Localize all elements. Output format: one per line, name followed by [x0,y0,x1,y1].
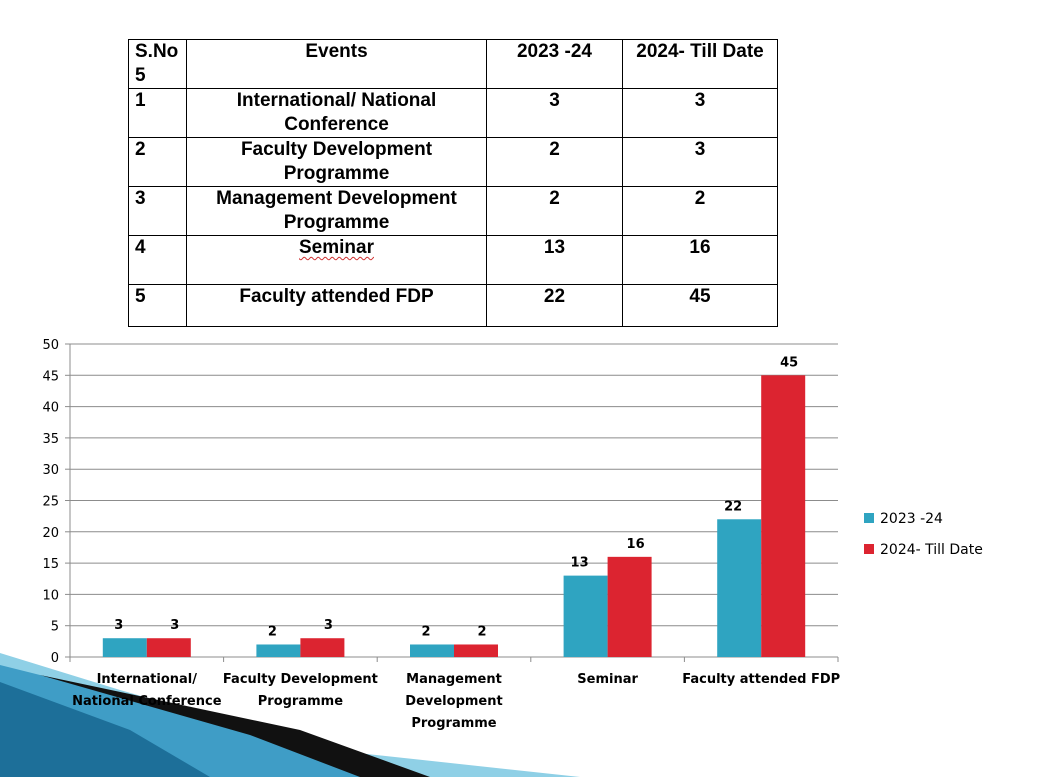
cell-sno: 2 [128,137,187,187]
y-tick-label: 15 [42,557,59,572]
bar [563,575,608,657]
x-category-label: Seminar [577,672,638,687]
chart-gridlines [70,343,838,627]
data-label: 3 [114,618,123,633]
y-tick-label: 10 [42,588,59,603]
header-2023: 2023 -24 [486,39,623,89]
cell-2023: 13 [486,235,623,285]
decorative-swoosh [0,653,580,777]
x-axis-labels: International/National ConferenceFaculty… [72,672,840,731]
cell-event-text: Management Development Programme [216,188,457,233]
y-tick-label: 35 [42,432,59,447]
data-label: 3 [170,618,179,633]
x-category-label: Management Development Programme [405,672,502,731]
chart-legend: 2023 -24 2024- Till Date [864,511,983,558]
data-label: 22 [724,499,742,514]
cell-2023: 22 [486,284,623,327]
cell-event: International/ National Conference [186,88,487,138]
bar [300,638,345,657]
y-tick-label: 45 [42,369,59,384]
cell-2023: 3 [486,88,623,138]
data-label: 13 [571,556,589,571]
y-tick-label: 50 [42,338,59,353]
x-category-label: International/National Conference [72,672,222,709]
table-row: 2 Faculty Development Programme 2 3 [128,137,778,187]
legend-label: 2023 -24 [880,511,943,527]
y-axis-ticks: 0 5 10 15 20 25 30 35 40 45 50 [42,338,59,666]
bar [607,556,652,657]
bar [146,638,191,657]
bar [761,375,806,657]
bar [102,638,147,657]
table-row: 5 Faculty attended FDP 22 45 [128,284,778,327]
legend-swatch [864,544,874,554]
y-tick-label: 5 [51,620,59,635]
cell-2023: 2 [486,186,623,236]
y-tick-label: 25 [42,495,59,510]
cell-event: Seminar [186,235,487,285]
chart-bars [102,375,806,657]
legend-swatch [864,513,874,523]
y-tick-label: 40 [42,401,59,416]
cell-event-text: Seminar [299,237,374,258]
cell-sno: 3 [128,186,187,236]
data-label: 2 [421,624,430,639]
y-tick-label: 30 [42,463,59,478]
data-label: 2 [268,624,277,639]
header-sno-suffix: 5 [135,65,146,86]
table-header-row: S.No 5 Events 2023 -24 2024- Till Date [128,39,778,89]
cell-event: Management Development Programme [186,186,487,236]
cell-event: Faculty Development Programme [186,137,487,187]
header-events: Events [186,39,487,89]
bar [410,644,454,657]
table-row: 1 International/ National Conference 3 3 [128,88,778,138]
x-category-label: Faculty Development Programme [223,672,378,709]
cell-event: Faculty attended FDP [186,284,487,327]
cell-2023: 2 [486,137,623,187]
y-tick-label: 20 [42,526,59,541]
data-label: 16 [627,537,645,552]
table-row: 3 Management Development Programme 2 2 [128,186,778,236]
legend-label: 2024- Till Date [880,542,983,558]
cell-sno: 5 [128,284,187,327]
bar [256,644,301,657]
cell-2024: 3 [622,88,778,138]
cell-2024: 45 [622,284,778,327]
header-sno: S.No 5 [128,39,187,89]
cell-2024: 16 [622,235,778,285]
cell-2024: 2 [622,186,778,236]
data-label: 2 [477,624,486,639]
x-category-label: Faculty attended FDP [682,672,840,687]
cell-sno: 1 [128,88,187,138]
bar [717,519,762,657]
data-label: 3 [324,618,333,633]
bar [454,644,498,657]
cell-2024: 3 [622,137,778,187]
data-label: 45 [780,355,798,370]
table-row: 4 Seminar 13 16 [128,235,778,285]
cell-sno: 4 [128,235,187,285]
header-2024: 2024- Till Date [622,39,778,89]
events-table: S.No 5 Events 2023 -24 2024- Till Date 1 … [128,39,778,327]
y-tick-label: 0 [51,651,59,666]
